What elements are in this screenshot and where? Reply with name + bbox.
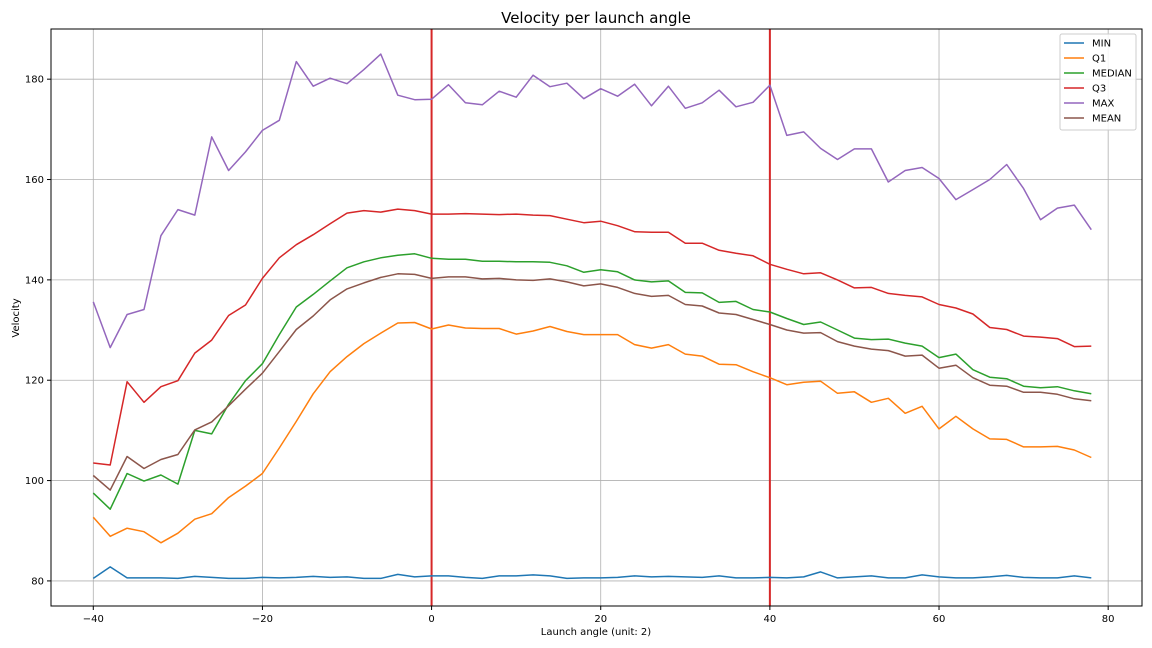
series-lines — [92, 53, 1092, 580]
x-tick-label: −20 — [252, 614, 273, 625]
x-tick-label: 80 — [1102, 614, 1115, 625]
y-axis-label: Velocity — [11, 298, 22, 337]
legend-label: MAX — [1092, 99, 1114, 110]
series-line-median — [92, 253, 1092, 510]
y-tick-label: 160 — [25, 175, 44, 186]
series-line-q1 — [92, 321, 1092, 544]
x-axis-label: Launch angle (unit: 2) — [541, 627, 651, 638]
legend-label: Q3 — [1092, 84, 1106, 95]
series-line-max — [92, 53, 1092, 349]
legend-label: MEAN — [1092, 114, 1121, 125]
chart-title: Velocity per launch angle — [501, 9, 691, 27]
y-axis-ticks: 80 100 120 140 160 180 — [25, 75, 51, 587]
x-tick-label: −40 — [83, 614, 104, 625]
x-tick-label: 60 — [933, 614, 946, 625]
x-tick-label: 40 — [764, 614, 777, 625]
legend-label: MEDIAN — [1092, 69, 1132, 80]
y-tick-label: 100 — [25, 476, 44, 487]
vertical-markers — [430, 29, 771, 606]
series-line-min — [92, 566, 1092, 580]
series-line-q3 — [93, 208, 1092, 466]
x-tick-label: 0 — [428, 614, 434, 625]
x-tick-label: 20 — [594, 614, 607, 625]
legend: MIN Q1 MEDIAN Q3 MAX MEAN — [1059, 33, 1137, 131]
y-tick-label: 180 — [25, 75, 44, 86]
y-tick-label: 120 — [25, 376, 44, 387]
legend-label: Q1 — [1092, 54, 1106, 65]
y-tick-label: 80 — [31, 576, 44, 587]
series-line-mean — [92, 273, 1092, 491]
x-axis-ticks: −40 −20 0 20 40 60 80 — [83, 606, 1115, 625]
y-tick-label: 140 — [25, 275, 44, 286]
legend-label: MIN — [1092, 39, 1111, 50]
plot-frame — [50, 28, 1143, 607]
